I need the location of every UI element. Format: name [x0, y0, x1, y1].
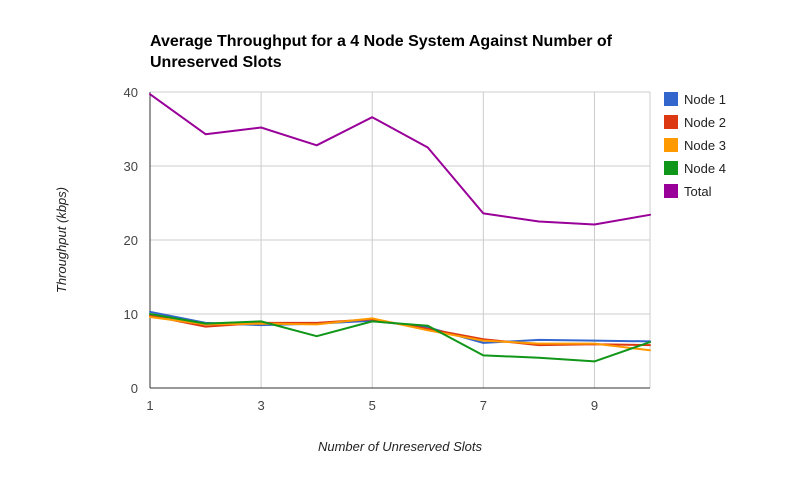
legend-label-node-2: Node 2 [684, 115, 726, 130]
legend-swatch-node-4 [664, 161, 678, 175]
x-tick-label: 7 [480, 398, 487, 413]
axes [149, 92, 650, 389]
series-line-total [149, 93, 651, 226]
y-axis-label: Throughput (kbps) [54, 187, 69, 293]
chart-title-line-2: Unreserved Slots [150, 54, 282, 71]
legend-label-node-1: Node 1 [684, 92, 726, 107]
legend-swatch-total [664, 184, 678, 198]
legend: Node 1 Node 2 Node 3 Node 4 Total [664, 92, 726, 199]
legend-label-node-3: Node 3 [684, 138, 726, 153]
x-tick-label: 1 [146, 398, 153, 413]
chart-title-line-1: Average Throughput for a 4 Node System A… [150, 33, 613, 50]
y-tick-label: 20 [124, 233, 138, 248]
legend-swatch-node-1 [664, 92, 678, 106]
x-axis-label: Number of Unreserved Slots [318, 439, 483, 454]
series-line-node-1 [149, 310, 651, 344]
series-line-node-4 [149, 313, 651, 363]
x-tick-label: 3 [257, 398, 264, 413]
y-tick-label: 0 [131, 381, 138, 396]
x-tick-label: 5 [369, 398, 376, 413]
y-tick-label: 40 [124, 85, 138, 100]
y-tick-label: 10 [124, 307, 138, 322]
legend-swatch-node-3 [664, 138, 678, 152]
data-series [149, 93, 651, 363]
x-tick-label: 9 [591, 398, 598, 413]
gridlines [150, 91, 651, 388]
tick-labels: 0 10 20 30 40 1 3 5 7 9 [124, 85, 599, 413]
legend-label-total: Total [684, 184, 712, 199]
legend-swatch-node-2 [664, 115, 678, 129]
y-tick-label: 30 [124, 159, 138, 174]
legend-label-node-4: Node 4 [684, 161, 726, 176]
